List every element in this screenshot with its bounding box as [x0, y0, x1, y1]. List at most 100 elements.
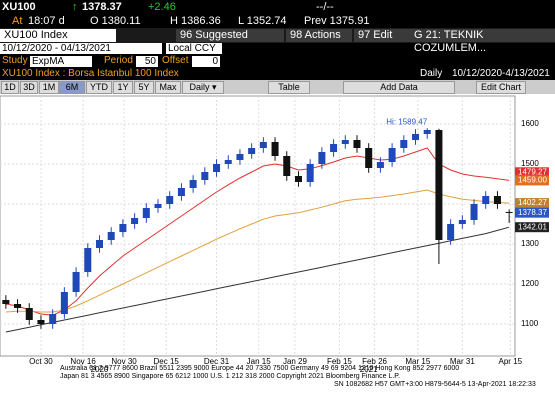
candle-body	[493, 196, 501, 204]
button[interactable]: Max	[155, 81, 181, 94]
button[interactable]: Table	[268, 81, 310, 94]
x-tick-label: Mar 15	[405, 357, 430, 366]
candle-body	[330, 144, 338, 152]
y-tick-label: 1100	[521, 319, 539, 328]
offset-label: Offset	[162, 55, 189, 66]
tab[interactable]: 96 Suggested Charts	[176, 29, 284, 54]
candle-body	[154, 204, 162, 208]
x-tick-label: Jan 15	[247, 357, 272, 366]
button[interactable]: 6M	[59, 81, 85, 94]
button[interactable]: 1M	[39, 81, 59, 94]
tab[interactable]: XU100 Index	[0, 29, 116, 42]
change: +2.46	[148, 1, 176, 13]
button[interactable]: YTD	[86, 81, 112, 94]
tab[interactable]: 97 Edit	[354, 29, 410, 42]
candle-body	[95, 240, 103, 248]
button[interactable]: Daily ▾	[182, 81, 224, 94]
candle-body	[131, 218, 139, 224]
candle-body	[213, 164, 221, 172]
year-label: 2021	[360, 365, 378, 374]
offset[interactable]: 0	[192, 56, 220, 67]
button[interactable]: Add Data	[343, 81, 455, 94]
high: H 1386.36	[170, 15, 221, 27]
y-tick-label: 1600	[521, 119, 539, 128]
info-title: XU100 Index : Borsa Istanbul 100 Index	[2, 68, 179, 79]
ticker: XU100	[2, 1, 36, 13]
at: At	[12, 15, 23, 27]
study[interactable]: ExpMA	[30, 56, 92, 67]
candle-body	[400, 140, 408, 148]
time: 18:07 d	[28, 15, 65, 27]
x-tick-label: Oct 30	[29, 357, 53, 366]
candle-body	[166, 196, 174, 204]
price-box	[515, 175, 549, 186]
ma-line	[5, 189, 510, 313]
price-label: 1402.27	[518, 198, 547, 207]
x-tick-label: Apr 15	[499, 357, 523, 366]
candle-body	[376, 162, 384, 168]
candle-body	[2, 300, 10, 304]
candle-body	[259, 142, 267, 148]
price-box	[515, 207, 549, 218]
candle-body	[435, 130, 443, 240]
candle-body	[37, 320, 45, 324]
candle-body	[189, 180, 197, 188]
button[interactable]: 3D	[20, 81, 38, 94]
footer: Australia 61 2 9777 8600 Brazil 5511 239…	[60, 365, 460, 372]
candle-body	[84, 248, 92, 272]
tab[interactable]: 98 Actions	[286, 29, 352, 42]
y-tick-label: 1500	[521, 159, 539, 168]
x-tick-label: Dec 31	[204, 357, 230, 366]
candle-body	[505, 211, 513, 213]
button[interactable]: 1Y	[113, 81, 133, 94]
candle-body	[201, 172, 209, 180]
arrow: ↑	[72, 1, 78, 13]
x-tick-label: Nov 16	[70, 357, 96, 366]
low: L 1352.74	[238, 15, 287, 27]
candle-body	[458, 220, 466, 224]
button[interactable]: 1D	[1, 81, 19, 94]
period-label: Period	[104, 55, 133, 66]
price-box	[515, 198, 549, 209]
candle-body	[271, 142, 279, 156]
button[interactable]: Edit Chart	[476, 81, 526, 94]
price-label: 1378.37	[518, 208, 547, 217]
candle-body	[283, 156, 291, 176]
prev: Prev 1375.91	[304, 15, 370, 27]
candle-body	[72, 272, 80, 292]
price-label: 1479.27	[518, 167, 547, 176]
candle-body	[224, 160, 232, 164]
pair: --/--	[316, 1, 334, 13]
annotation: Hi: 1589.47	[386, 117, 427, 126]
ma-line	[5, 147, 510, 316]
candle-body	[119, 224, 127, 232]
footer: SN 1082682 H57 GMT+3:00 H879-5644-5 13-A…	[334, 381, 536, 388]
y-tick-label: 1300	[521, 239, 539, 248]
y-tick-label: 1200	[521, 279, 539, 288]
candle-body	[412, 134, 420, 140]
date-range[interactable]: 10/12/2020 - 04/13/2021	[0, 43, 162, 54]
candle-body	[107, 232, 115, 240]
candle-body	[388, 148, 396, 162]
plot-area	[0, 95, 516, 357]
open: O 1380.11	[90, 15, 141, 27]
candle-body	[447, 224, 455, 240]
candle-body	[306, 164, 314, 182]
tab[interactable]: G 21: TEKNIK COZUMLEM...	[410, 29, 555, 54]
candle-body	[341, 140, 349, 144]
price-box	[515, 222, 549, 233]
candle-body	[470, 204, 478, 220]
price-label: 1342.01	[518, 222, 547, 231]
period[interactable]: 50	[136, 56, 158, 67]
candle-body	[294, 176, 302, 182]
currency[interactable]: Local CCY	[166, 43, 222, 54]
freq: Daily	[420, 68, 443, 79]
x-tick-label: Feb 26	[362, 357, 387, 366]
footer: Japan 81 3 4565 8900 Singapore 65 6212 1…	[60, 373, 401, 380]
candle-body	[248, 148, 256, 154]
span: 10/12/2020-4/13/2021	[452, 68, 550, 79]
candle-body	[318, 152, 326, 164]
button[interactable]: 5Y	[134, 81, 154, 94]
candle-body	[482, 196, 490, 204]
